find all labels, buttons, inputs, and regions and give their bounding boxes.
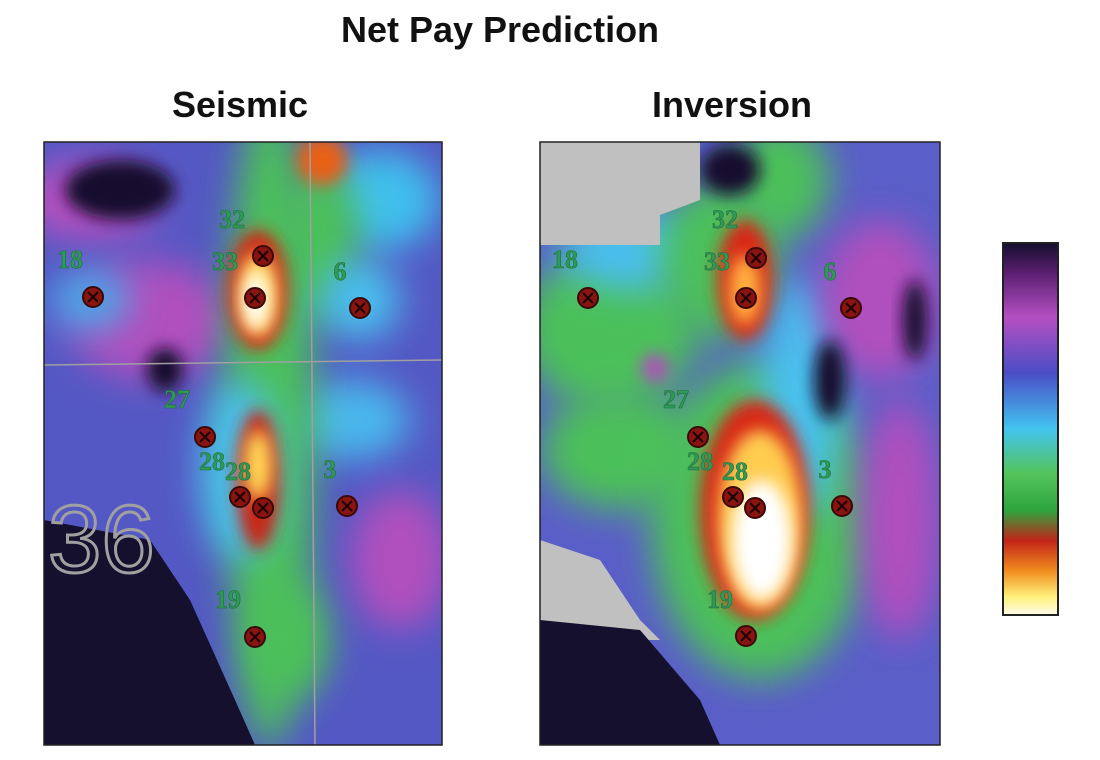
- heat-blob: [244, 430, 272, 500]
- heat-blob: [641, 354, 669, 382]
- map-region: [44, 520, 255, 745]
- well-cross: [750, 252, 762, 264]
- heat-blob: [350, 490, 442, 630]
- well-label: 3: [819, 455, 832, 484]
- well-label: 32: [219, 205, 245, 234]
- color-bar: [1002, 242, 1059, 616]
- well-label: 27: [164, 385, 190, 414]
- well-cross: [199, 431, 211, 443]
- well-label: 19: [215, 585, 241, 614]
- heat-blob: [814, 340, 846, 420]
- well-label: 18: [57, 245, 83, 274]
- well-cross: [257, 502, 269, 514]
- heat-blob: [290, 380, 410, 460]
- well-cross: [727, 491, 739, 503]
- well-cross: [249, 631, 261, 643]
- well-cross: [341, 500, 353, 512]
- well-label: 18: [552, 245, 578, 274]
- well-label: 6: [824, 257, 837, 286]
- map-region: [540, 620, 720, 745]
- well-label: 33: [704, 247, 730, 276]
- well-label: 28: [687, 447, 713, 476]
- well-cross: [740, 292, 752, 304]
- well-cross: [257, 250, 269, 262]
- inversion-map: 32 33 18 6 27 28 28 3 19: [540, 142, 940, 745]
- section-line: [309, 142, 316, 745]
- section-label: 36: [48, 486, 155, 593]
- well-cross: [234, 491, 246, 503]
- well-label: 28: [225, 457, 251, 486]
- heat-blob: [65, 160, 175, 220]
- well-label: 19: [707, 585, 733, 614]
- well-cross: [845, 302, 857, 314]
- well-label: 6: [334, 257, 347, 286]
- well-label: 33: [212, 247, 238, 276]
- section-line: [44, 359, 442, 366]
- panel-title: Seismic: [172, 84, 308, 125]
- heat-blob: [147, 348, 183, 392]
- seismic-map: 36 32 33 18 6 27 28 28 3 19: [44, 142, 442, 745]
- heat-blob: [700, 145, 760, 195]
- well-cross: [740, 630, 752, 642]
- figure-title: Net Pay Prediction: [341, 9, 659, 50]
- heat-blob: [860, 400, 940, 640]
- well-cross: [836, 500, 848, 512]
- map-region: [540, 540, 660, 640]
- heat-blob: [250, 580, 330, 700]
- well-label: 28: [722, 457, 748, 486]
- well-cross: [749, 502, 761, 514]
- well-cross: [692, 431, 704, 443]
- map-region: [540, 142, 700, 245]
- map-frame: [539, 141, 941, 746]
- well-label: 3: [324, 455, 337, 484]
- panel-title: Inversion: [652, 84, 812, 125]
- well-cross: [582, 292, 594, 304]
- well-label: 32: [712, 205, 738, 234]
- well-cross: [87, 291, 99, 303]
- well-label: 28: [199, 447, 225, 476]
- well-label: 27: [663, 385, 689, 414]
- well-cross: [354, 302, 366, 314]
- map-frame: [43, 141, 443, 746]
- well-cross: [249, 292, 261, 304]
- heat-blob: [903, 280, 927, 360]
